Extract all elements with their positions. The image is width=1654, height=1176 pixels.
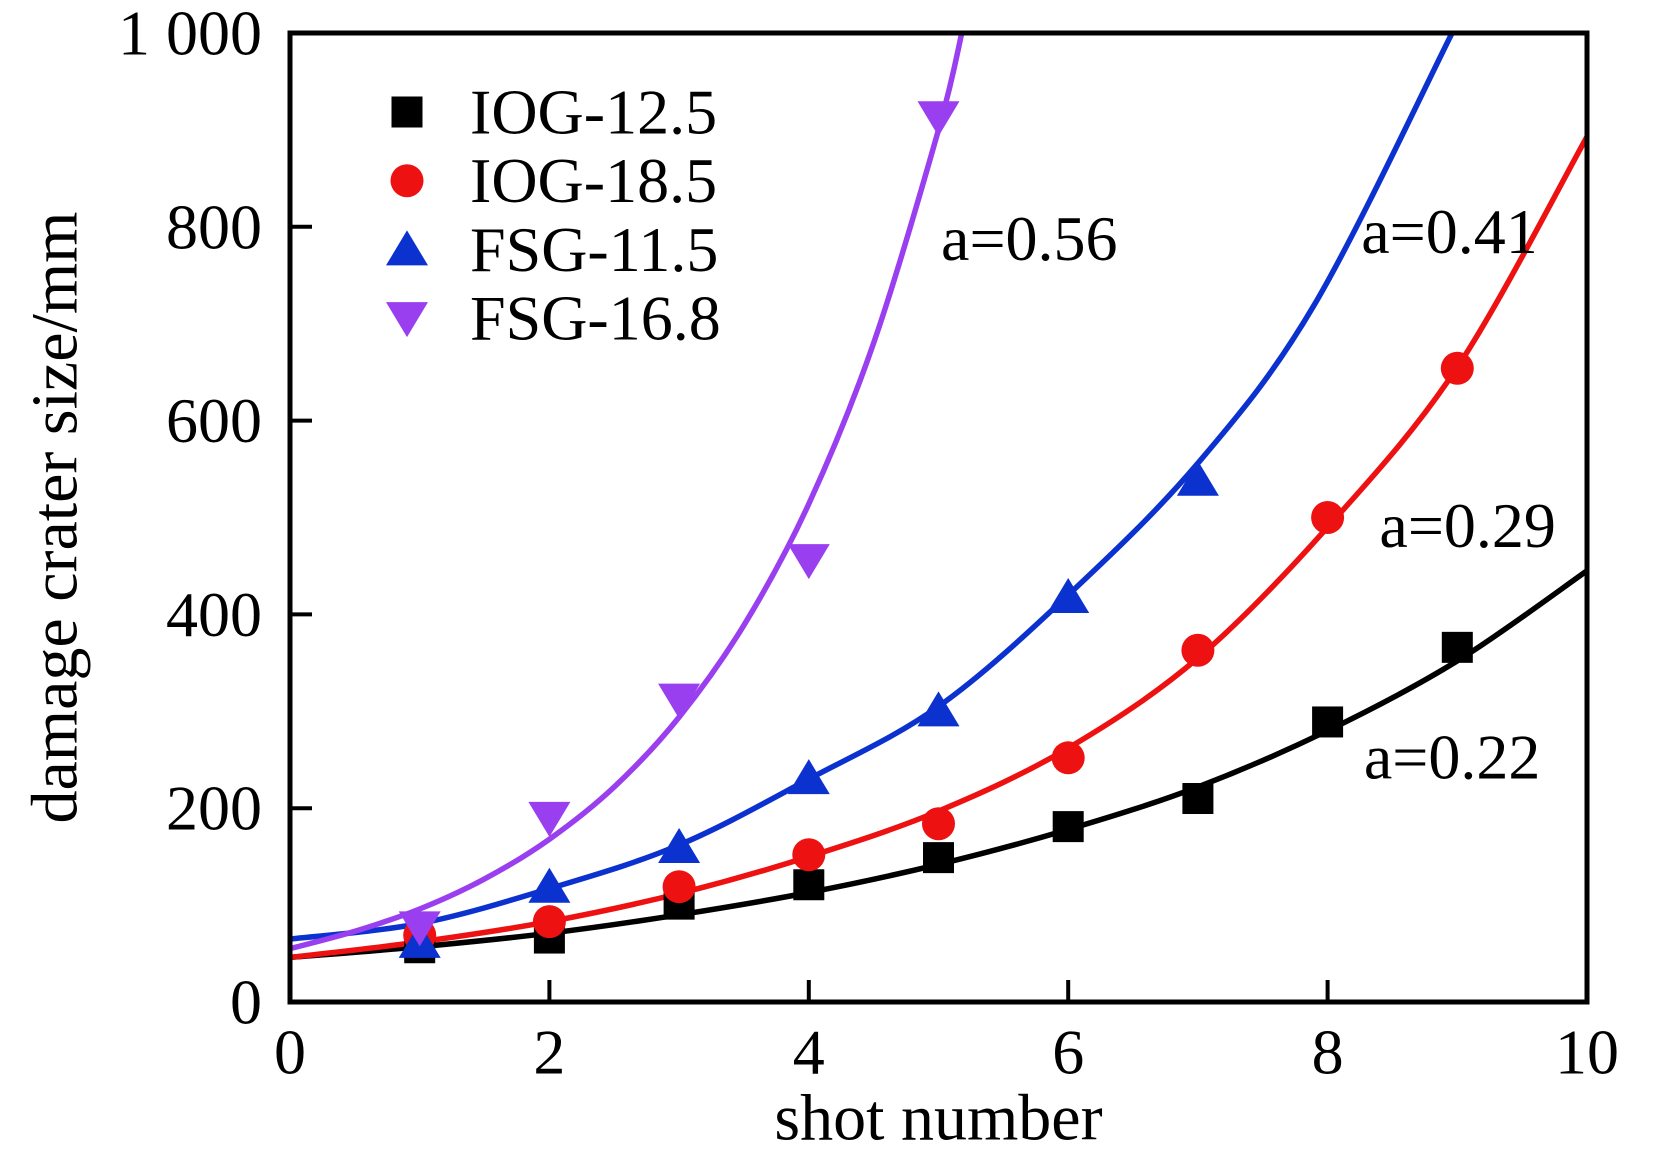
y-tick-label: 0: [230, 967, 262, 1038]
y-axis-title: damage crater size/mm: [19, 211, 92, 823]
x-tick-label: 4: [793, 1017, 825, 1088]
plot-frame: [287, 30, 1590, 1005]
x-tick-label: 0: [274, 1017, 306, 1088]
legend-label: IOG-12.5: [470, 77, 717, 148]
data-point-fsg-11.5: [528, 867, 571, 903]
fit-curve-fsg-11.5: [290, 33, 1455, 942]
data-point-iog-18.5: [1311, 501, 1345, 534]
legend-item-fsg-11.5: FSG-11.5: [386, 214, 718, 285]
fit-annotation-label: a=0.56: [941, 203, 1118, 274]
data-point-iog-12.5: [923, 842, 954, 874]
data-point-fsg-16.8: [917, 101, 960, 137]
data-point-fsg-11.5: [1176, 460, 1219, 496]
series-fsg-11.5: [398, 460, 1219, 958]
data-point-iog-18.5: [1051, 741, 1085, 775]
data-point-fsg-16.8: [787, 544, 830, 580]
series-iog-12.5: [404, 631, 1473, 964]
series-fsg-16.8: [398, 101, 960, 947]
y-tick-label: 1 000: [118, 0, 262, 69]
fit-annotation-label: a=0.22: [1364, 721, 1541, 792]
y-tick-label: 800: [166, 191, 262, 262]
data-point-fsg-16.8: [398, 911, 441, 947]
y-tick-label: 200: [166, 773, 262, 844]
x-tick-label: 2: [533, 1017, 565, 1088]
legend-label: IOG-18.5: [470, 145, 717, 216]
data-point-fsg-11.5: [787, 759, 830, 795]
data-point-fsg-11.5: [1047, 577, 1090, 613]
legend-marker-iog-12.5: [391, 96, 423, 128]
x-tick-labels: 0 2 4 6 8 10: [274, 1017, 1619, 1088]
legend-marker-fsg-11.5: [386, 230, 428, 266]
data-point-iog-18.5: [792, 838, 826, 872]
data-point-iog-18.5: [1181, 633, 1215, 667]
axis-ticks: [290, 224, 1330, 1002]
legend-item-fsg-16.8: FSG-16.8: [386, 283, 721, 354]
data-point-iog-18.5: [662, 870, 696, 904]
data-point-fsg-16.8: [528, 801, 571, 837]
data-point-fsg-16.8: [658, 683, 701, 719]
x-tick-label: 8: [1312, 1017, 1344, 1088]
x-tick-label: 10: [1555, 1017, 1619, 1088]
legend-item-iog-12.5: IOG-12.5: [391, 77, 717, 148]
fit-annotation-label: a=0.41: [1361, 196, 1538, 267]
data-point-iog-12.5: [1312, 706, 1344, 738]
data-point-iog-12.5: [1182, 783, 1214, 815]
x-tick-label: 6: [1052, 1017, 1084, 1088]
data-point-iog-12.5: [793, 869, 825, 901]
annotations: a=0.56 a=0.41 a=0.29 a=0.22: [941, 196, 1556, 792]
fit-curve-fsg-16.8: [290, 33, 965, 952]
data-point-iog-18.5: [1440, 351, 1474, 385]
legend-label: FSG-11.5: [470, 214, 718, 285]
legend-label: FSG-16.8: [470, 283, 721, 354]
data-point-iog-18.5: [922, 807, 955, 841]
y-tick-label: 400: [166, 579, 262, 650]
legend-item-iog-18.5: IOG-18.5: [390, 145, 717, 216]
y-tick-label: 600: [166, 385, 262, 456]
data-point-iog-12.5: [1441, 631, 1473, 663]
legend-marker-fsg-16.8: [386, 302, 428, 338]
data-point-fsg-11.5: [658, 827, 701, 863]
fit-curve-iog-18.5: [290, 135, 1587, 961]
legend-marker-iog-18.5: [390, 164, 424, 198]
y-tick-labels: 0 200 400 600 800 1 000: [118, 0, 262, 1038]
x-axis-title: shot number: [774, 1082, 1102, 1155]
fit-annotation-label: a=0.29: [1379, 490, 1556, 561]
data-point-fsg-11.5: [917, 691, 960, 727]
data-point-iog-12.5: [1052, 811, 1084, 843]
data-point-iog-18.5: [532, 905, 566, 939]
